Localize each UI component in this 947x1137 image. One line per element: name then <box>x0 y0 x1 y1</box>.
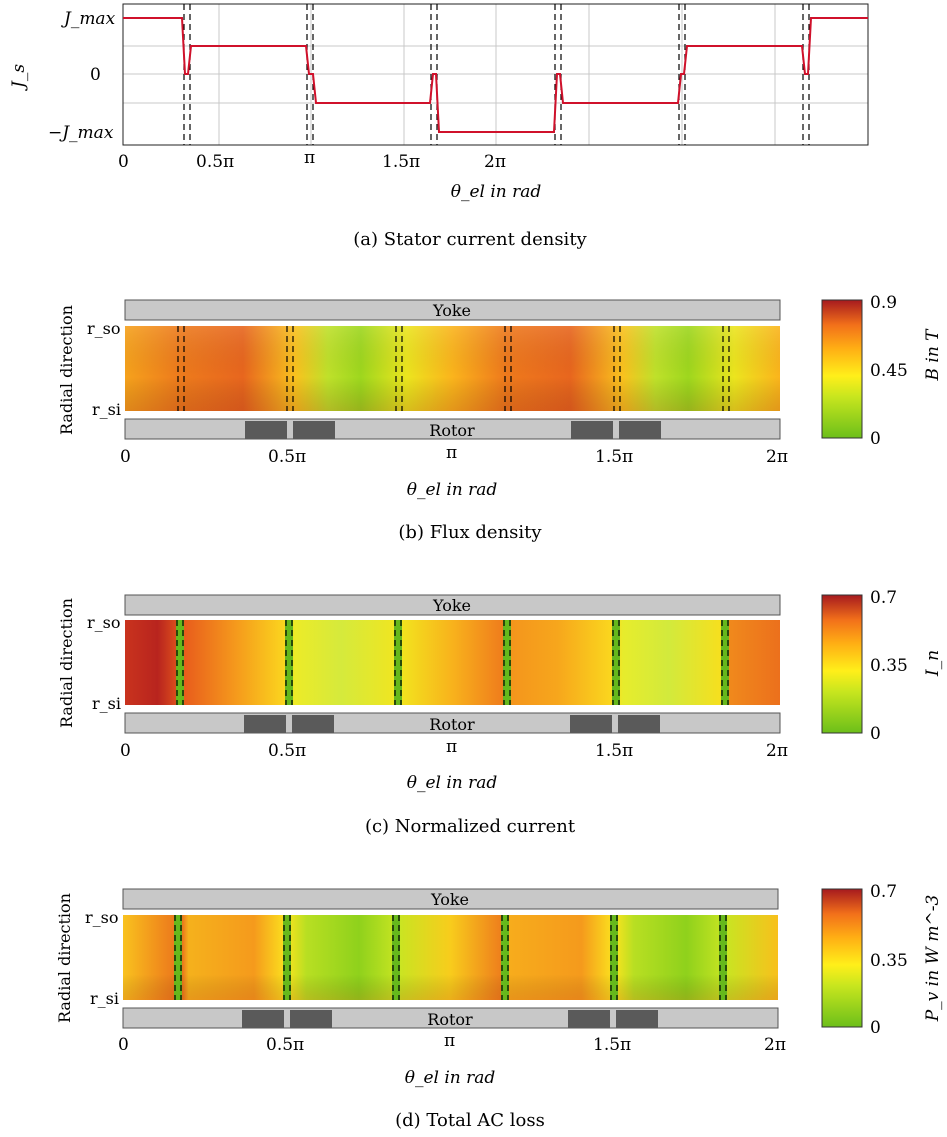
panel-b-flux-density: Yoke Rotor r_so r_si Radial direction 0 … <box>57 293 943 543</box>
panel-c-yoke <box>124 594 781 616</box>
panel-d-r-outer: r_so <box>85 908 119 927</box>
panel-d-magnet <box>616 1010 658 1028</box>
panel-c-colorbar <box>821 594 863 734</box>
panel-c-yoke-label: Yoke <box>432 596 471 615</box>
panel-c-cbar-label: I_n <box>923 650 943 677</box>
panel-a-caption: (a) Stator current density <box>353 229 587 250</box>
panel-b-slot-lines <box>177 326 730 411</box>
panel-b-xlabel: θ_el in rad <box>407 480 498 500</box>
panel-b-ylabel: Radial direction <box>57 305 76 435</box>
panel-b-field-shade <box>125 326 780 411</box>
panel-b-xtick-0: 0 <box>120 447 131 467</box>
panel-d-total-ac-loss: Yoke Rotor r_so r_si Radial direction 0 <box>55 882 943 1131</box>
panel-c-slot-lines <box>176 620 729 705</box>
panel-a-current-waveform <box>123 17 868 133</box>
panel-c-magnet <box>618 715 660 733</box>
panel-a-grid <box>123 4 868 145</box>
panel-a-axes-frame <box>122 3 869 146</box>
panel-c-rotor <box>124 712 781 734</box>
panel-c-magnet <box>570 715 612 733</box>
panel-c-magnet <box>244 715 286 733</box>
panel-b-magnet <box>245 421 287 439</box>
panel-b-r-outer: r_so <box>87 319 121 338</box>
panel-d-magnet <box>568 1010 610 1028</box>
panel-a-xtick-0: 0 <box>118 152 129 172</box>
panel-d-slots <box>174 915 727 1000</box>
panel-b-magnet <box>619 421 661 439</box>
panel-d-xtick-1p5pi: 1.5π <box>593 1035 631 1055</box>
panel-a-xtick-pi: π <box>304 148 315 168</box>
panel-b-yoke <box>124 299 781 321</box>
panel-d-cbar-min: 0 <box>870 1018 881 1038</box>
panel-b-xtick-pi: π <box>446 443 457 463</box>
panel-c-cbar-max: 0.7 <box>870 588 897 608</box>
panel-c-field <box>125 620 780 705</box>
panel-d-cbar-mid: 0.35 <box>870 951 908 971</box>
panel-b-cbar-min: 0 <box>870 429 881 449</box>
panel-d-magnet <box>290 1010 332 1028</box>
panel-b-magnet <box>571 421 613 439</box>
panel-b-magnet <box>293 421 335 439</box>
panel-d-xtick-0: 0 <box>118 1035 129 1055</box>
panel-c-caption: (c) Normalized current <box>365 816 576 837</box>
panel-c-xtick-0: 0 <box>120 741 131 761</box>
panel-d-xtick-pi: π <box>444 1031 455 1051</box>
panel-d-rotor-label: Rotor <box>427 1010 473 1029</box>
panel-d-xtick-2pi: 2π <box>764 1035 786 1055</box>
panel-a-ytick-neg-jmax: −J_max <box>48 123 114 143</box>
panel-d-cbar-max: 0.7 <box>870 882 897 902</box>
panel-b-xtick-0p5pi: 0.5π <box>268 447 306 467</box>
panel-c-xtick-2pi: 2π <box>766 741 788 761</box>
panel-a-ytick-jmax: J_max <box>61 9 116 29</box>
panel-d-caption: (d) Total AC loss <box>395 1110 545 1131</box>
panel-c-xtick-pi: π <box>446 737 457 757</box>
panel-d-yoke-label: Yoke <box>430 890 469 909</box>
panel-c-r-outer: r_so <box>87 613 121 632</box>
panel-c-xlabel: θ_el in rad <box>407 773 498 793</box>
panel-b-xtick-1p5pi: 1.5π <box>595 447 633 467</box>
panel-d-rotor <box>122 1007 779 1029</box>
panel-d-xlabel: θ_el in rad <box>405 1068 496 1088</box>
panel-c-xtick-0p5pi: 0.5π <box>268 741 306 761</box>
panel-b-cbar-label: B in T <box>923 328 943 382</box>
panel-d-field-shade <box>123 915 778 1000</box>
panel-b-xtick-2pi: 2π <box>766 447 788 467</box>
panel-b-colorbar <box>821 299 863 439</box>
panel-b-cbar-mid: 0.45 <box>870 361 908 381</box>
panel-c-magnet <box>292 715 334 733</box>
panel-d-ylabel: Radial direction <box>55 893 74 1023</box>
panel-b-cbar-max: 0.9 <box>870 293 897 313</box>
panel-c-cbar-mid: 0.35 <box>870 656 908 676</box>
panel-a-xtick-1p5pi: 1.5π <box>382 152 420 172</box>
panel-b-caption: (b) Flux density <box>398 522 542 543</box>
panel-a-xtick-2pi: 2π <box>484 152 506 172</box>
panel-b-rotor-label: Rotor <box>429 421 475 440</box>
panel-d-cbar-label: P_v in W m^-3 <box>923 895 943 1023</box>
panel-a-xtick-0p5pi: 0.5π <box>196 152 234 172</box>
panel-b-r-inner: r_si <box>92 400 121 419</box>
panel-d-xtick-0p5pi: 0.5π <box>266 1035 304 1055</box>
panel-c-ylabel: Radial direction <box>57 598 76 728</box>
panel-b-yoke-label: Yoke <box>432 301 471 320</box>
panel-d-colorbar <box>821 888 863 1028</box>
panel-d-slot-lines <box>174 915 727 1000</box>
panel-c-xtick-1p5pi: 1.5π <box>595 741 633 761</box>
panel-d-r-inner: r_si <box>90 989 119 1008</box>
panel-c-slots <box>176 620 729 705</box>
panel-a-stator-current-density: J_max 0 −J_max J_s 0 0.5π π 1.5π 2π θ_el… <box>9 3 869 250</box>
panel-c-rotor-label: Rotor <box>429 715 475 734</box>
panel-b-rotor <box>124 418 781 440</box>
panel-c-r-inner: r_si <box>92 694 121 713</box>
panel-d-magnet <box>242 1010 284 1028</box>
panel-c-cbar-min: 0 <box>870 724 881 744</box>
panel-a-xlabel: θ_el in rad <box>451 182 542 202</box>
panel-a-ylabel: J_s <box>9 64 29 91</box>
panel-a-ytick-zero: 0 <box>90 65 101 85</box>
panel-c-normalized-current: Yoke Rotor r_so r_si Radial direction 0 … <box>57 588 943 837</box>
panel-d-yoke <box>122 888 779 910</box>
